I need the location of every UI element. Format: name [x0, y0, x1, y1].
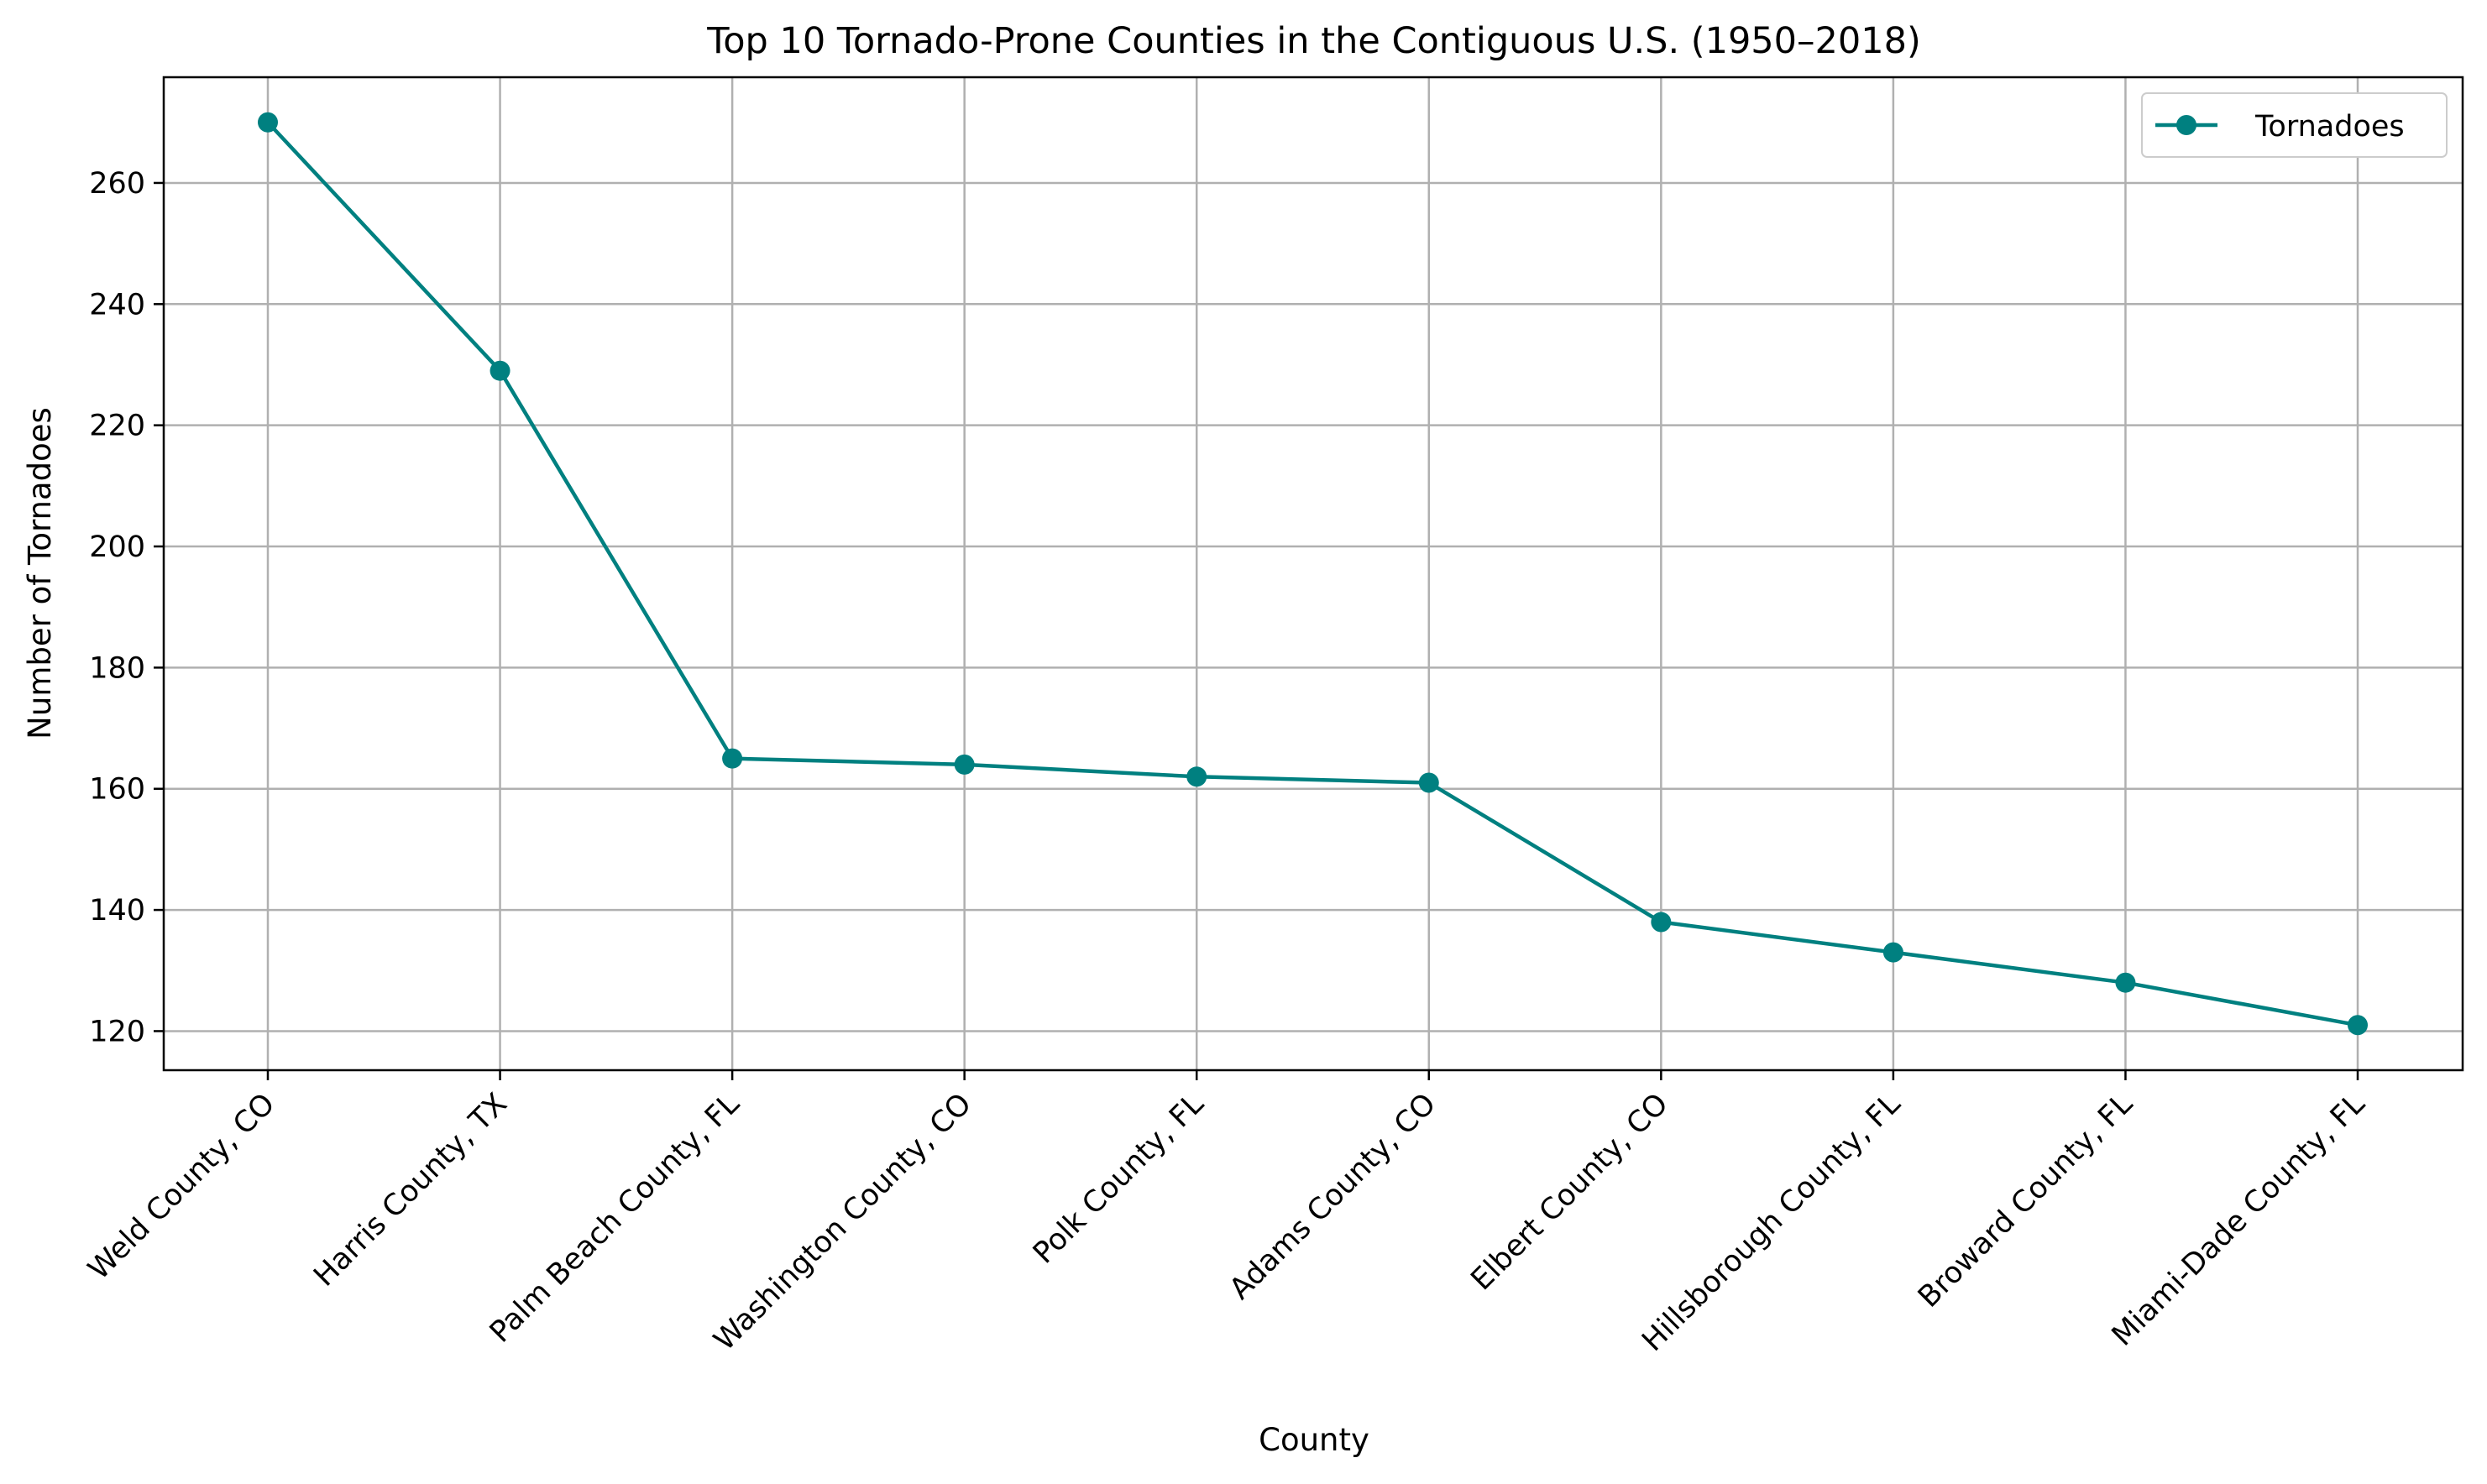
data-point: [1882, 942, 1903, 963]
grid: [164, 77, 2463, 1070]
data-point: [954, 754, 975, 775]
y-tick-label: 260: [89, 167, 145, 201]
y-tick-label: 200: [89, 530, 145, 564]
data-point: [1186, 766, 1207, 787]
data-point: [490, 360, 510, 381]
data-point: [2348, 1015, 2368, 1036]
y-axis: 120 140 160 180 200 220 240 260: [89, 167, 164, 1048]
data-point: [2115, 972, 2136, 993]
data-point: [722, 748, 743, 769]
legend-marker-swatch: [2176, 115, 2196, 135]
series-layer: [258, 112, 2368, 1036]
y-tick-label: 220: [89, 410, 145, 443]
data-point: [1651, 912, 1672, 933]
legend-label: Tornadoes: [2254, 110, 2405, 144]
y-tick-label: 240: [89, 288, 145, 321]
legend: Tornadoes: [2141, 92, 2448, 158]
y-tick-label: 140: [89, 894, 145, 928]
chart-title: Top 10 Tornado-Prone Counties in the Con…: [706, 20, 1920, 62]
plot-frame: [162, 76, 2464, 1072]
x-axis-label: County: [1259, 1422, 1369, 1458]
legend-box: [2141, 92, 2448, 158]
series-line-0: [266, 121, 2359, 1027]
data-point: [258, 112, 278, 133]
y-tick-label: 180: [89, 651, 145, 685]
data-point: [1418, 772, 1439, 793]
y-tick-label: 120: [89, 1015, 145, 1048]
y-axis-label: Number of Tornadoes: [22, 407, 58, 739]
y-tick-label: 160: [89, 773, 145, 807]
